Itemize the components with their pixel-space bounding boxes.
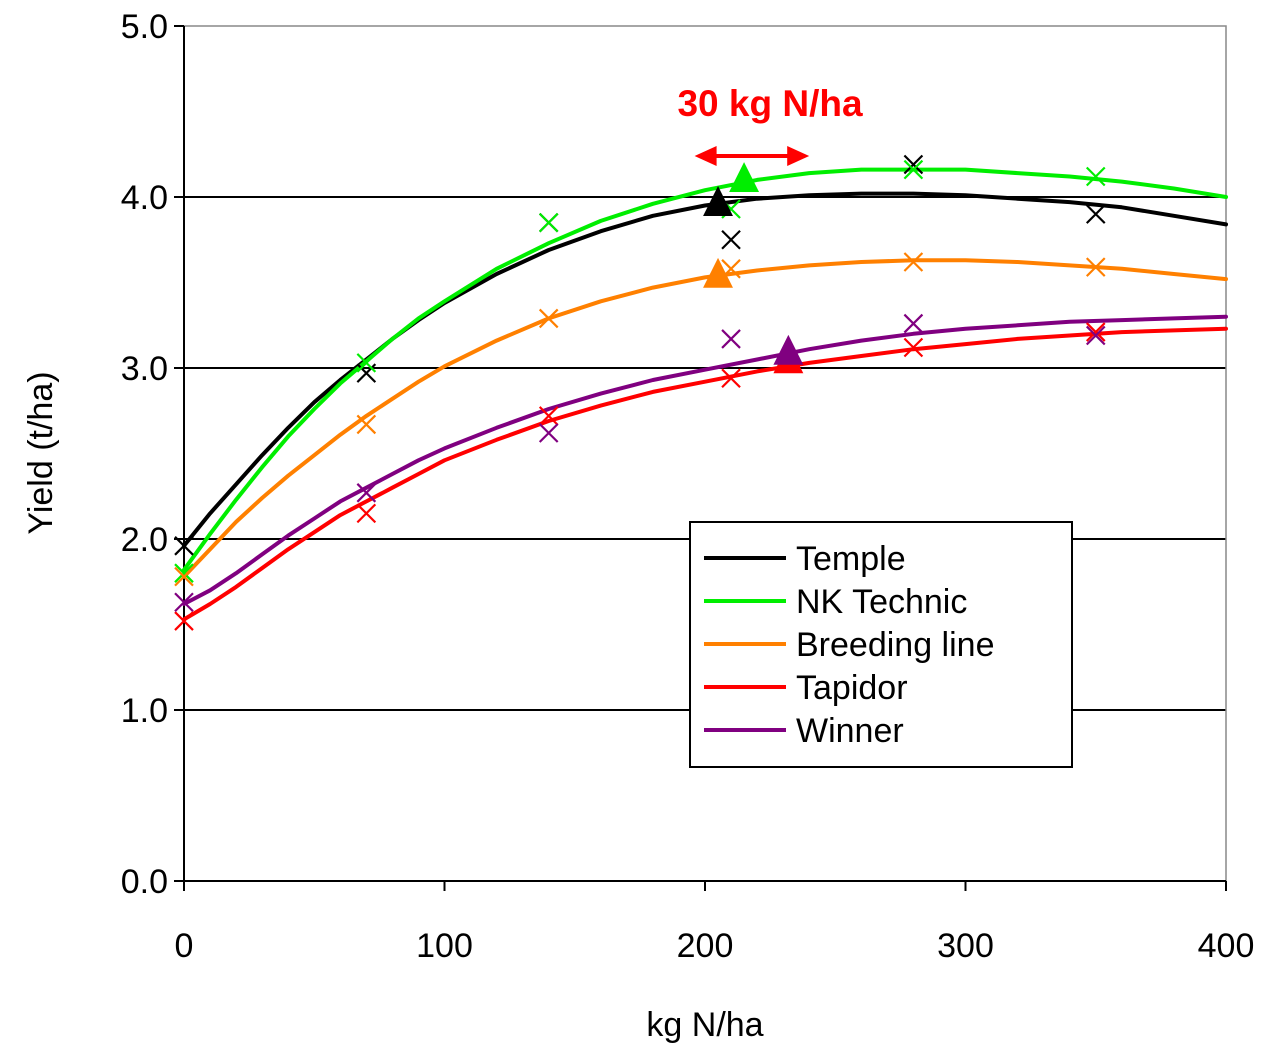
y-tick-label: 3.0 (121, 350, 168, 388)
annotation-arrow-left-head (694, 145, 717, 166)
curve-winner (182, 314, 1228, 606)
point-breeding-line (1085, 257, 1106, 277)
legend-label: NK Technic (796, 583, 967, 621)
legend-label: Winner (796, 712, 904, 750)
y-tick-label: 1.0 (121, 692, 168, 730)
point-winner (721, 329, 741, 349)
legend-label: Tapidor (796, 669, 908, 707)
legend-label: Temple (796, 540, 906, 578)
legend-label: Breeding line (796, 626, 994, 664)
annotation: 30 kg N/ha (677, 83, 863, 166)
point-nk-technic (1085, 166, 1106, 187)
axes: 0.0 1.0 2.0 3.0 4.0 5.0 0 100 200 300 400 (121, 8, 1255, 965)
point-nk-technic (174, 563, 194, 583)
annotation-arrow-right-head (787, 145, 810, 166)
x-tick-label: 0 (175, 927, 194, 965)
point-tapidor (538, 406, 559, 426)
x-tick-label: 100 (416, 927, 473, 965)
point-nk-technic (538, 212, 559, 233)
curve-nk-technic (182, 167, 1228, 572)
point-breeding-line (903, 252, 924, 272)
optimum-winner (773, 334, 804, 365)
point-temple (174, 536, 194, 556)
point-tapidor (721, 368, 741, 389)
curve-temple (182, 191, 1228, 548)
point-temple (1085, 204, 1106, 224)
x-tick-label: 300 (937, 927, 994, 965)
y-axis-title: Yield (t/ha) (22, 371, 60, 534)
x-tick-label: 400 (1198, 927, 1255, 965)
optimum-nk-technic (729, 162, 760, 193)
legend: Temple NK Technic Breeding line Tapidor Winn… (689, 521, 1073, 768)
optimum-temple (703, 186, 733, 216)
y-tick-label: 4.0 (121, 179, 168, 217)
y-tick-label: 0.0 (121, 863, 168, 901)
point-winner (538, 423, 559, 443)
point-tapidor (174, 611, 194, 631)
curve-breeding-line (182, 258, 1228, 579)
point-breeding-line (356, 414, 377, 435)
optimum-breeding-line (703, 257, 733, 288)
point-winner (356, 483, 377, 503)
x-axis-title: kg N/ha (646, 1006, 763, 1044)
point-breeding-line (174, 566, 194, 587)
x-tick-label: 200 (677, 927, 734, 965)
point-temple (356, 363, 377, 383)
optimum-markers (703, 162, 804, 374)
point-temple (903, 154, 924, 175)
point-tapidor (903, 337, 924, 358)
point-winner (174, 592, 194, 613)
y-tick-label: 5.0 (121, 8, 168, 46)
point-winner (1085, 325, 1106, 346)
observed-points (174, 154, 1106, 631)
point-nk-technic (356, 353, 377, 373)
y-tick-label: 2.0 (121, 521, 168, 559)
point-nk-technic (903, 159, 924, 180)
fitted-curves (182, 167, 1228, 622)
point-temple (721, 229, 741, 250)
curve-tapidor (182, 326, 1228, 622)
point-tapidor (1085, 322, 1106, 342)
point-tapidor (356, 503, 377, 524)
point-winner (903, 313, 924, 334)
point-breeding-line (538, 308, 559, 329)
annotation-text: 30 kg N/ha (677, 83, 862, 124)
